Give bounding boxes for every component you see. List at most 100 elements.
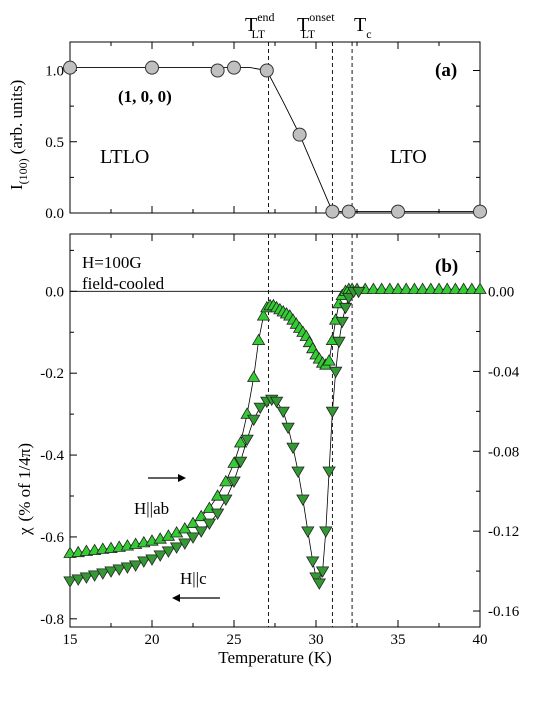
series-b-point-1 <box>202 518 217 530</box>
series-a-point <box>210 63 225 78</box>
series-b-point-1 <box>194 526 208 538</box>
series-b-point-0 <box>227 456 241 468</box>
series-b-point-0 <box>448 282 463 294</box>
xtick-label: 20 <box>145 632 160 648</box>
panel-b-label: (b) <box>435 256 458 277</box>
series-b-point-1 <box>329 366 343 379</box>
series-b-point-0 <box>391 282 405 294</box>
mode-label: field-cooled <box>82 274 165 293</box>
h-ab-label: H||ab <box>134 499 169 518</box>
data-series <box>63 60 487 590</box>
series-b-point-0 <box>465 282 479 294</box>
series-b-point-0 <box>247 370 261 382</box>
series-b-point-1 <box>269 396 284 409</box>
series-b-point-1 <box>104 566 118 578</box>
series-b-point-0 <box>219 474 233 487</box>
series-b-point-1 <box>145 554 159 566</box>
series-b-point-1 <box>301 526 315 538</box>
ytick-a-label: 0.0 <box>45 206 64 222</box>
series-b-point-1 <box>96 568 110 580</box>
series-a-point <box>145 60 159 75</box>
x-axis-label: Temperature (K) <box>218 648 332 667</box>
series-b-point-1 <box>351 286 366 299</box>
t-end-label: Tend LT <box>245 10 275 41</box>
series-b-point-1 <box>153 550 167 562</box>
series-b-point-1 <box>169 542 184 554</box>
svg-text:I(100)(arb. units): I(100)(arb. units) <box>7 80 30 190</box>
xtick-label: 35 <box>391 632 406 648</box>
series-a-point <box>325 204 340 219</box>
series-b-point-1 <box>112 564 126 576</box>
series-b-point-1 <box>87 570 102 582</box>
series-b-point-0 <box>432 282 446 294</box>
series-b-point-1 <box>332 336 346 349</box>
series-b-point-0 <box>366 282 381 294</box>
svg-text:χ(% of 1/4π): χ(% of 1/4π) <box>15 443 34 536</box>
reflection-label: (1, 0, 0) <box>118 87 172 106</box>
series-a-point <box>63 60 77 75</box>
transition-labels: Tend LT Tonset LT Tc <box>245 10 372 41</box>
series-b-point-1 <box>335 316 349 329</box>
ytick-a-label: 0.5 <box>45 135 64 151</box>
series-b-point-0 <box>383 282 397 294</box>
series-b-point-1 <box>161 546 176 558</box>
ytick-b-label: -0.8 <box>40 612 64 628</box>
ytick-b-label: 0.0 <box>45 284 64 300</box>
panel-b-ylabel: χ(% of 1/4π) <box>15 443 34 536</box>
series-b-point-0 <box>473 282 487 294</box>
transition-lines <box>267 42 353 627</box>
field-label: H=100G <box>82 253 142 272</box>
series-b-point-1 <box>219 494 233 506</box>
series-b-point-1 <box>128 560 143 572</box>
series-b-point-1 <box>276 406 290 419</box>
axes-ticks: 15 20 25 30 35 40 0.0 0.5 1.0 -0.8 -0.6 -0.4 -0.2 0.0… <box>40 42 520 648</box>
series-b-point-1 <box>322 466 336 478</box>
series-b-line-0 <box>69 288 480 554</box>
ytick-b-label: -0.4 <box>40 448 64 464</box>
ytick-b-right-label: -0.16 <box>488 604 520 620</box>
series-b-point-0 <box>415 282 430 294</box>
series-b-point-1 <box>178 538 192 550</box>
series-b-point-0 <box>322 354 336 366</box>
c-arrow <box>172 594 220 602</box>
series-b-point-1 <box>319 526 333 538</box>
series-b-point-1 <box>291 466 305 478</box>
h-c-label: H||c <box>180 569 207 588</box>
series-b-point-1 <box>315 566 330 578</box>
t-onset-label: Tonset LT <box>297 10 335 41</box>
ltlo-label: LTLO <box>100 146 149 168</box>
series-b-point-1 <box>186 532 200 544</box>
xtick-label: 25 <box>227 632 242 648</box>
series-b-point-1 <box>296 494 310 506</box>
series-b-point-0 <box>399 282 413 294</box>
series-b-point-1 <box>71 574 85 586</box>
ytick-b-label: -0.6 <box>40 530 64 546</box>
series-b-point-1 <box>312 578 326 590</box>
panel-a-ylabel: I(100)(arb. units) <box>7 80 30 190</box>
series-b-point-0 <box>407 282 422 294</box>
series-b-point-0 <box>194 509 208 522</box>
series-a-point <box>259 63 274 78</box>
ytick-b-label: -0.2 <box>40 366 64 382</box>
ytick-b-right-label: -0.04 <box>488 364 520 380</box>
lto-label: LTO <box>390 146 427 168</box>
series-b-point-1 <box>253 402 267 415</box>
ytick-b-right-label: -0.12 <box>488 524 519 540</box>
series-b-point-1 <box>120 562 135 574</box>
xtick-label: 30 <box>309 632 324 648</box>
series-b-point-1 <box>306 556 320 568</box>
xtick-label: 15 <box>63 632 78 648</box>
series-b-point-1 <box>240 434 254 447</box>
series-b-point-1 <box>286 442 300 455</box>
series-b-point-1 <box>137 556 151 568</box>
series-b-point-1 <box>342 292 356 305</box>
ab-arrow <box>148 474 186 482</box>
series-b-point-0 <box>256 309 271 321</box>
series-b-point-0 <box>251 333 266 346</box>
series-b-point-1 <box>309 572 323 584</box>
panel-a-label: (a) <box>435 60 457 81</box>
series-a-point <box>473 204 487 219</box>
series-a-point <box>227 60 241 75</box>
series-b-point-1 <box>227 476 241 488</box>
